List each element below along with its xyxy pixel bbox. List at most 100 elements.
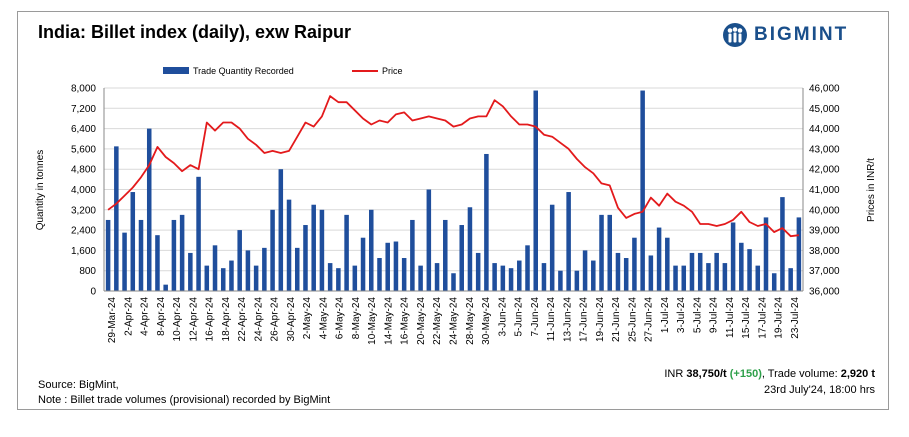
quantity-bar [253,265,259,291]
x-tick-label: 3-Jun-24 [497,297,508,337]
x-tick-label: 2-Apr-24 [123,297,134,336]
quantity-bar [623,258,629,291]
x-tick-label: 28-May-24 [465,297,476,345]
x-tick-label: 2-May-24 [302,297,313,340]
y2-tick-label: 43,000 [809,144,840,155]
latest-price: 38,750/t [686,368,727,380]
quantity-bar [607,214,613,291]
quantity-bar [484,153,489,291]
x-tick-label: 30-Apr-24 [286,297,297,342]
y2-tick-label: 41,000 [809,185,840,196]
y-tick-label: 5,600 [71,144,96,155]
quantity-bar [475,252,481,291]
x-tick-label: 5-Jul-24 [692,297,703,334]
quantity-bar [393,241,399,291]
quantity-bar [278,169,284,291]
y-tick-label: 8,000 [71,84,96,95]
quantity-bar [443,219,448,291]
quantity-bar [262,247,267,291]
y-tick-label: 1,600 [71,246,96,257]
quantity-bar [763,217,769,291]
quantity-bar [336,268,341,291]
y-tick-label: 7,200 [71,104,96,115]
quantity-bar [549,204,555,291]
quantity-bar [138,219,144,291]
quantity-bar [204,265,210,291]
quantity-bar [327,263,333,291]
x-tick-label: 17-Jul-24 [757,297,768,339]
quantity-bar [722,263,728,291]
x-tick-label: 4-Apr-24 [140,297,151,336]
quantity-bar [467,207,473,291]
quantity-bar [270,209,275,291]
volume-label: , Trade volume: [761,368,841,380]
quantity-bar [492,263,497,291]
quantity-bar [780,197,785,291]
quantity-bar [582,250,588,291]
x-tick-label: 22-May-24 [432,297,443,345]
quantity-bar [245,250,251,291]
x-tick-label: 19-Jun-24 [595,297,606,342]
x-tick-label: 27-Jun-24 [644,297,655,342]
x-tick-label: 8-May-24 [351,297,362,340]
update-date: 23rd July'24, 18:00 hrs [764,384,875,396]
quantity-bar [541,263,547,291]
y-tick-label: 2,400 [71,226,96,237]
quantity-bar [500,265,506,291]
quantity-bar [689,252,695,291]
x-tick-label: 24-May-24 [449,297,460,345]
quantity-bar [163,284,168,291]
x-tick-label: 22-Apr-24 [237,297,248,342]
x-tick-label: 20-May-24 [416,297,427,345]
quantity-bar [188,252,193,291]
quantity-bar [352,265,358,291]
quantity-bar [426,189,432,291]
x-tick-label: 26-Apr-24 [270,297,281,342]
quantity-bar [640,90,645,291]
legend-line-label: Price [382,66,403,76]
x-tick-label: 1-Jul-24 [660,297,671,334]
x-tick-label: 19-Jul-24 [774,297,785,339]
quantity-bar [739,242,744,291]
chart-title: India: Billet index (daily), exw Raipur [38,22,352,42]
quantity-bar [632,237,637,291]
x-tick-label: 7-Jun-24 [530,297,541,337]
x-tick-label: 23-Jul-24 [790,297,801,339]
quantity-bar [369,209,374,291]
quantity-bar [196,176,201,291]
quantity-bar [714,252,719,291]
quantity-bar [229,260,234,291]
quantity-bar [146,128,152,291]
x-tick-label: 3-Jul-24 [676,297,687,334]
x-tick-label: 4-May-24 [319,297,330,340]
quantity-bar [673,265,678,291]
quantity-bar [360,237,366,291]
quantity-bar [566,192,571,291]
quantity-bar [706,263,711,291]
x-tick-label: 17-Jun-24 [579,297,590,342]
x-tick-label: 5-Jun-24 [514,297,525,337]
quantity-bar [533,90,538,291]
quantity-bar [788,268,793,291]
quantity-bar [294,247,300,291]
legend-bar-label: Trade Quantity Recorded [193,66,294,76]
x-tick-label: 16-Apr-24 [205,297,216,342]
source-text: Source: BigMint, [38,379,119,391]
quantity-bar [220,268,226,291]
quantity-bar [114,146,119,291]
quantity-bar [303,225,308,291]
quantity-bar [434,263,440,291]
x-tick-label: 30-May-24 [481,297,492,345]
quantity-bar [599,214,604,291]
x-tick-label: 15-Jul-24 [741,297,752,339]
quantity-bar [451,273,456,291]
quantity-bar [385,242,390,291]
quantity-bar [377,258,382,291]
y2-axis-title: Prices in INR/t [866,158,877,222]
x-tick-label: 11-Jun-24 [546,297,557,342]
y-tick-label: 800 [79,266,96,277]
quantity-bar [771,273,777,291]
y2-tick-label: 37,000 [809,266,840,277]
y2-tick-label: 46,000 [809,84,840,95]
x-tick-label: 8-Apr-24 [156,297,167,336]
